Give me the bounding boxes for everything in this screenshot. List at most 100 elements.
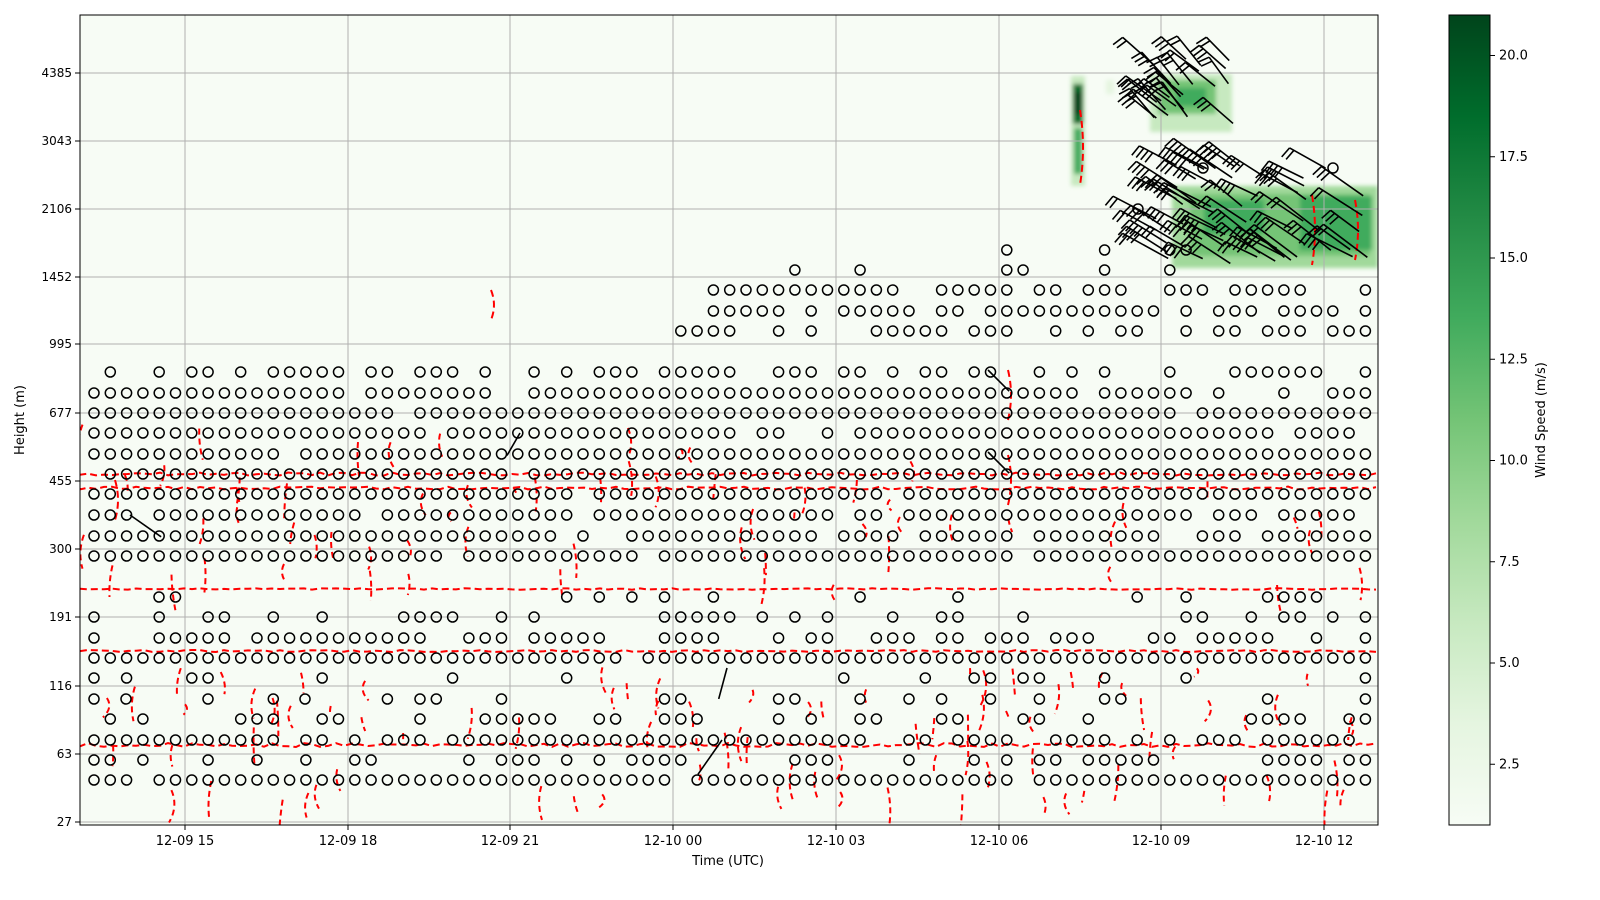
calm-marker [968,509,980,521]
calm-marker [153,591,165,603]
calm-marker [626,509,638,521]
calm-marker [365,427,377,439]
calm-marker [626,387,638,399]
calm-marker [723,407,736,419]
calm-marker [968,448,980,460]
calm-marker [1033,754,1046,766]
x-tick-label: 12-10 12 [1295,834,1353,849]
calm-marker [397,652,410,664]
calm-marker [675,611,687,623]
calm-marker [1017,611,1029,623]
calm-marker [186,632,198,644]
y-tick-label: 27 [57,815,72,829]
calm-marker [919,734,932,746]
calm-marker [186,427,198,439]
calm-marker [1033,488,1046,500]
wind-barb [1260,160,1304,179]
calm-marker [300,407,312,419]
calm-marker [463,387,475,399]
calm-marker [300,632,312,644]
calm-marker [691,734,703,746]
calm-marker [984,530,997,542]
calm-marker [870,468,883,480]
calm-marker [446,734,459,746]
calm-marker [381,366,394,378]
wind-barb [1164,137,1216,170]
calm-marker [349,632,361,644]
calm-marker [886,652,899,664]
contour-line [1053,684,1061,715]
calm-marker [512,407,524,419]
calm-marker [153,611,165,623]
calm-marker [984,734,997,746]
contour-line [235,487,241,503]
calm-marker [1261,530,1274,542]
calm-marker [854,713,866,725]
calm-marker [658,591,671,603]
calm-marker [789,774,801,786]
calm-marker [479,632,491,644]
calm-marker [952,713,964,725]
calm-marker [1245,284,1258,296]
calm-marker [805,488,817,500]
contour-line [835,791,844,810]
calm-marker [691,713,703,725]
calm-marker [1196,611,1209,623]
calm-marker [935,468,948,480]
calm-marker [838,407,850,419]
calm-marker [1229,530,1241,542]
calm-marker [120,468,133,480]
calm-marker [593,488,606,500]
calm-marker [1278,468,1290,480]
calm-marker [756,387,769,399]
calm-marker [789,284,801,296]
colorbar-tick-label: 5.0 [1499,656,1520,671]
calm-marker [1245,305,1258,317]
contour-line [1203,699,1212,723]
wind-cell [1106,80,1114,94]
calm-marker [1212,427,1225,439]
calm-marker [756,509,769,521]
y-tick-label: 4385 [41,66,72,80]
calm-marker [1033,713,1046,725]
calm-marker [446,387,459,399]
calm-marker [512,530,524,542]
calm-marker [463,550,475,562]
calm-marker [528,754,540,766]
contour-line [1276,584,1282,613]
calm-marker [1197,162,1209,174]
calm-marker [1001,325,1013,337]
calm-marker [772,734,785,746]
contour-line [169,744,174,767]
calm-marker [1147,448,1160,460]
calm-marker [528,713,540,725]
calm-marker [903,550,915,562]
calm-marker [267,774,280,786]
calm-marker [463,488,475,500]
calm-marker [577,734,589,746]
calm-marker [479,387,491,399]
calm-marker [772,693,785,705]
calm-marker [821,734,834,746]
calm-marker [642,468,654,480]
calm-marker [772,488,785,500]
calm-marker [838,366,850,378]
calm-marker [1278,713,1290,725]
calm-marker [202,550,214,562]
calm-marker [1310,591,1323,603]
calm-marker [528,530,540,542]
calm-marker [838,550,850,562]
calm-marker [495,734,508,746]
calm-marker [821,488,834,500]
calm-marker [104,530,117,542]
calm-marker [1001,754,1013,766]
calm-marker [1131,387,1143,399]
calm-marker [935,652,948,664]
colorbar [1448,14,1491,826]
wind-barb [1145,71,1184,96]
calm-marker [1001,468,1013,480]
calm-marker [234,366,247,378]
calm-marker [349,509,361,521]
calm-marker [886,305,899,317]
calm-marker [1359,550,1372,562]
